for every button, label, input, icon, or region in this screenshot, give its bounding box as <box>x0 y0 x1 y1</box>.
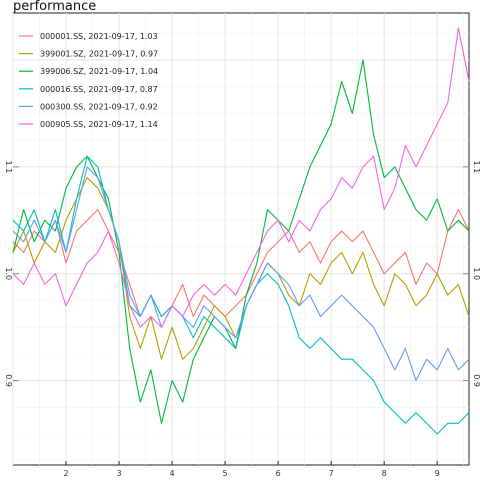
series-line-000300-ss <box>12 166 470 382</box>
legend-label: 399006.SZ, 2021-09-17, 1.04 <box>40 67 158 76</box>
x-tick-label: 2 <box>63 469 68 478</box>
x-tick-label: 7 <box>329 469 334 478</box>
y-tick-label-right: 0.9 <box>472 374 480 387</box>
x-tick-label: 9 <box>435 469 440 478</box>
x-tick-label: 4 <box>170 469 175 478</box>
legend-label: 000001.SS, 2021-09-17, 1.03 <box>40 32 158 41</box>
legend-label: 000300.SS, 2021-09-17, 0.92 <box>40 102 158 111</box>
y-tick-label-right: 1.1 <box>472 161 480 174</box>
plot-area <box>12 12 470 466</box>
chart-title: performance <box>13 0 96 14</box>
x-tick-label: 5 <box>223 469 228 478</box>
y-tick-label-left: 1.0 <box>4 267 13 280</box>
axis-ticks: 2 3 4 5 6 7 8 9 0.9 0.9 1.0 1.0 1.1 1.1 <box>4 161 480 478</box>
y-tick-label-left: 0.9 <box>4 374 13 387</box>
y-tick-label-right: 1.0 <box>472 267 480 280</box>
y-tick-label-left: 1.1 <box>4 161 13 174</box>
series-line-000905-ss <box>12 27 470 328</box>
legend: 000001.SS, 2021-09-17, 1.03 399001.SZ, 20… <box>19 32 158 129</box>
x-tick-label: 6 <box>276 469 281 478</box>
series-line-000001-ss <box>12 209 470 318</box>
series-line-000016-ss <box>12 155 470 435</box>
x-tick-label: 8 <box>382 469 387 478</box>
legend-label: 399001.SZ, 2021-09-17, 0.97 <box>40 50 158 59</box>
legend-label: 000905.SS, 2021-09-17, 1.14 <box>40 120 158 129</box>
legend-label: 000016.SS, 2021-09-17, 0.87 <box>40 85 158 94</box>
x-tick-label: 3 <box>116 469 121 478</box>
series-lines <box>12 27 470 435</box>
